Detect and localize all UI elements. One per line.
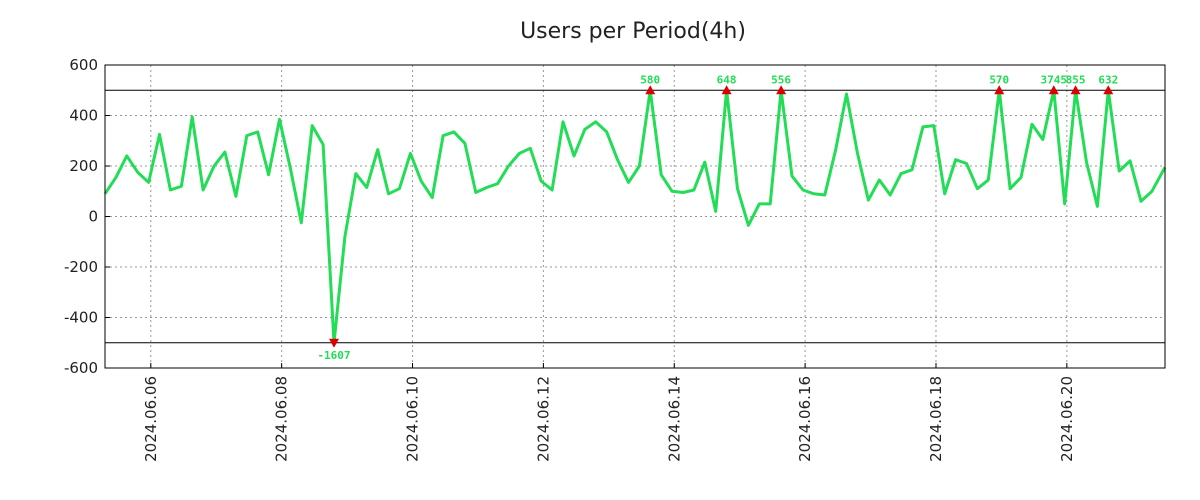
x-tick-label: 2024.06.18 xyxy=(927,376,945,462)
x-tick-label: 2024.06.12 xyxy=(534,376,552,462)
y-tick-label: -600 xyxy=(64,359,98,377)
peak-label: 855 xyxy=(1066,73,1086,86)
x-tick-label: 2024.06.06 xyxy=(142,376,160,462)
peak-label: 556 xyxy=(771,73,791,86)
x-tick-label: 2024.06.14 xyxy=(665,376,683,462)
peak-marker xyxy=(721,85,732,95)
series-group xyxy=(103,88,1167,345)
y-tick-label: 0 xyxy=(88,208,98,226)
peak-marker xyxy=(1048,85,1059,95)
peak-label: 570 xyxy=(989,73,1009,86)
x-tick-label: 2024.06.10 xyxy=(404,376,422,462)
x-tick-label: 2024.06.16 xyxy=(796,376,814,462)
y-tick-label: 400 xyxy=(69,107,98,125)
peak-label: 632 xyxy=(1098,73,1118,86)
plot-frame xyxy=(104,64,1166,369)
grid xyxy=(105,64,1165,369)
peak-label: 3745 xyxy=(1041,73,1068,86)
peak-label: 648 xyxy=(717,73,737,86)
x-axis: 2024.06.06 2024.06.08 2024.06.10 2024.06.12… xyxy=(142,363,1076,462)
x-tick-label: 2024.06.08 xyxy=(273,376,291,462)
threshold-lines xyxy=(105,89,1165,344)
y-tick-label: 200 xyxy=(69,157,98,175)
peak-marker xyxy=(645,85,656,95)
series-line xyxy=(103,88,1167,345)
chart-title: Users per Period(4h) xyxy=(520,19,746,44)
y-axis: 600 400 200 0 -200 -400 -600 xyxy=(64,56,110,377)
peak-label: 580 xyxy=(640,73,660,86)
x-tick-label: 2024.06.20 xyxy=(1058,376,1076,462)
peak-marker xyxy=(994,85,1005,95)
peak-marker xyxy=(1103,85,1114,95)
trough-marker xyxy=(329,338,340,348)
y-tick-label: 600 xyxy=(69,56,98,74)
y-tick-label: -400 xyxy=(64,309,98,327)
trough-label: -1607 xyxy=(317,349,350,362)
y-tick-label: -200 xyxy=(64,258,98,276)
peak-marker xyxy=(776,85,787,95)
peak-marker xyxy=(1070,85,1081,95)
